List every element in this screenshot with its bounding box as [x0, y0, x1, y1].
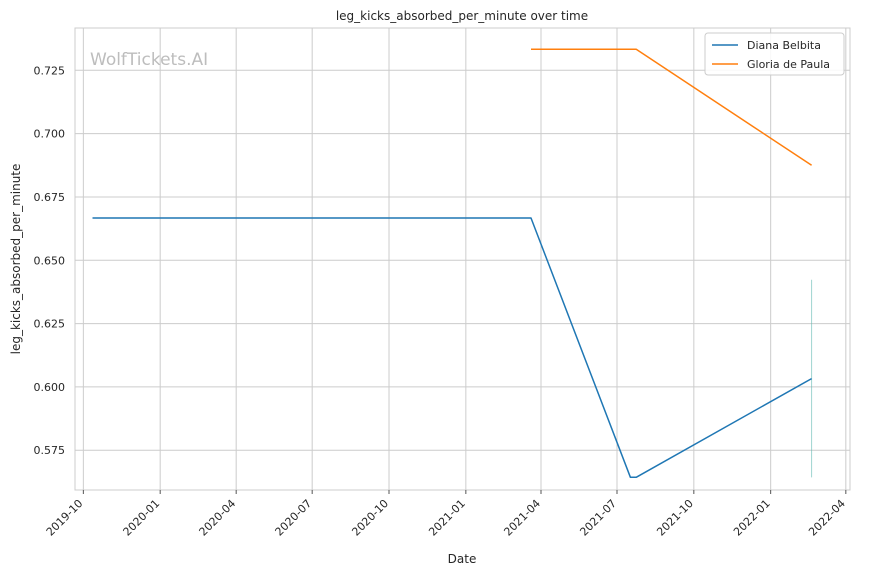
plot-area — [74, 27, 851, 491]
series-line-1 — [531, 48, 813, 166]
y-tick-label: 0.650 — [34, 254, 66, 267]
legend-label: Diana Belbita — [747, 39, 821, 52]
x-axis-label: Date — [448, 552, 477, 566]
y-tick-label: 0.575 — [34, 444, 66, 457]
series-line-0 — [92, 217, 812, 479]
y-tick-label: 0.600 — [34, 381, 66, 394]
grid — [75, 28, 850, 490]
y-axis-ticks: 0.575 0.600 0.625 0.650 0.675 0.700 0.725 — [34, 64, 66, 457]
watermark: WolfTickets.AI — [90, 50, 208, 70]
y-tick-label: 0.700 — [34, 128, 66, 141]
y-tick-label: 0.625 — [34, 318, 66, 331]
y-tick-label: 0.725 — [34, 64, 66, 77]
y-tick-label: 0.675 — [34, 191, 66, 204]
legend-box — [704, 32, 845, 76]
legend-label: Gloria de Paula — [747, 58, 830, 71]
legend: Diana Belbita Gloria de Paula — [704, 32, 845, 76]
y-axis-label: leg_kicks_absorbed_per_minute — [9, 164, 23, 355]
chart-title: leg_kicks_absorbed_per_minute over time — [336, 9, 588, 23]
series-lines — [92, 48, 813, 479]
